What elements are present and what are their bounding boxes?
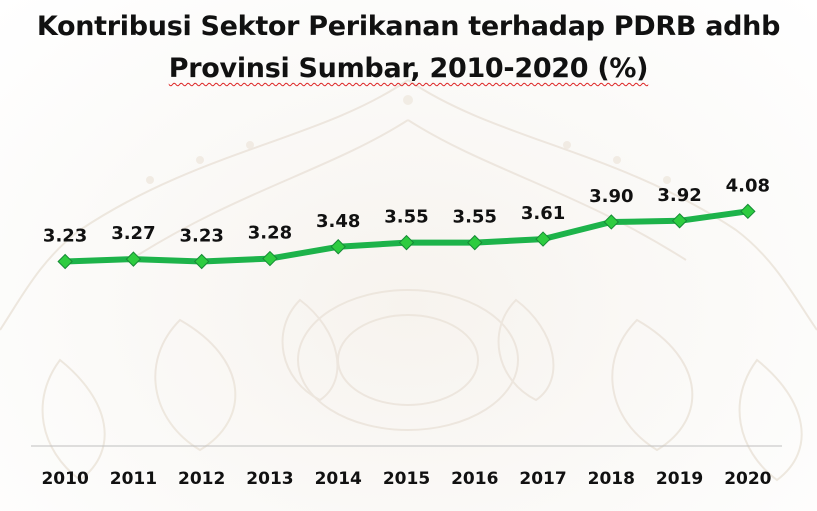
data-point-2019 (671, 213, 688, 229)
x-tick-label-2016: 2016 (451, 469, 498, 489)
data-point-2015 (398, 234, 415, 251)
data-label-2014: 3.48 (316, 211, 360, 232)
data-point-2011 (125, 251, 142, 267)
x-tick-label-2013: 2013 (246, 469, 293, 489)
x-tick-label-2011: 2011 (110, 469, 157, 489)
chart-title-line1: Kontribusi Sektor Perikanan terhadap PDR… (36, 11, 781, 42)
data-label-2013: 3.28 (248, 223, 292, 244)
x-tick-label-2019: 2019 (656, 469, 703, 489)
data-label-2018: 3.90 (589, 186, 633, 207)
chart-title-line2: Provinsi Sumbar, 2010-2020 (%) (168, 53, 649, 84)
data-label-2011: 3.27 (111, 223, 155, 244)
data-point-2014 (330, 239, 346, 255)
x-tick-label-2014: 2014 (315, 469, 362, 489)
x-tick-label-2018: 2018 (588, 469, 635, 489)
data-label-2020: 4.08 (726, 175, 770, 196)
data-point-2012 (193, 253, 210, 270)
data-label-2019: 3.92 (657, 185, 701, 206)
x-tick-label-2012: 2012 (178, 469, 225, 489)
data-point-2017 (535, 231, 551, 247)
data-point-2010 (57, 253, 73, 270)
data-point-2013 (262, 250, 278, 267)
chart-title: Kontribusi Sektor Perikanan terhadap PDR… (0, 6, 817, 90)
data-label-2017: 3.61 (521, 203, 565, 224)
x-tick-label-2010: 2010 (41, 469, 88, 489)
data-point-2016 (467, 234, 483, 251)
x-tick-label-2017: 2017 (519, 469, 566, 489)
x-tick-label-2015: 2015 (383, 469, 430, 489)
data-label-2010: 3.23 (43, 226, 87, 247)
data-label-2015: 3.55 (384, 207, 428, 228)
x-tick-label-2020: 2020 (724, 469, 771, 489)
data-point-2018 (603, 214, 620, 230)
data-label-2016: 3.55 (453, 207, 497, 228)
data-point-2020 (740, 203, 756, 220)
data-label-2012: 3.23 (179, 226, 223, 247)
